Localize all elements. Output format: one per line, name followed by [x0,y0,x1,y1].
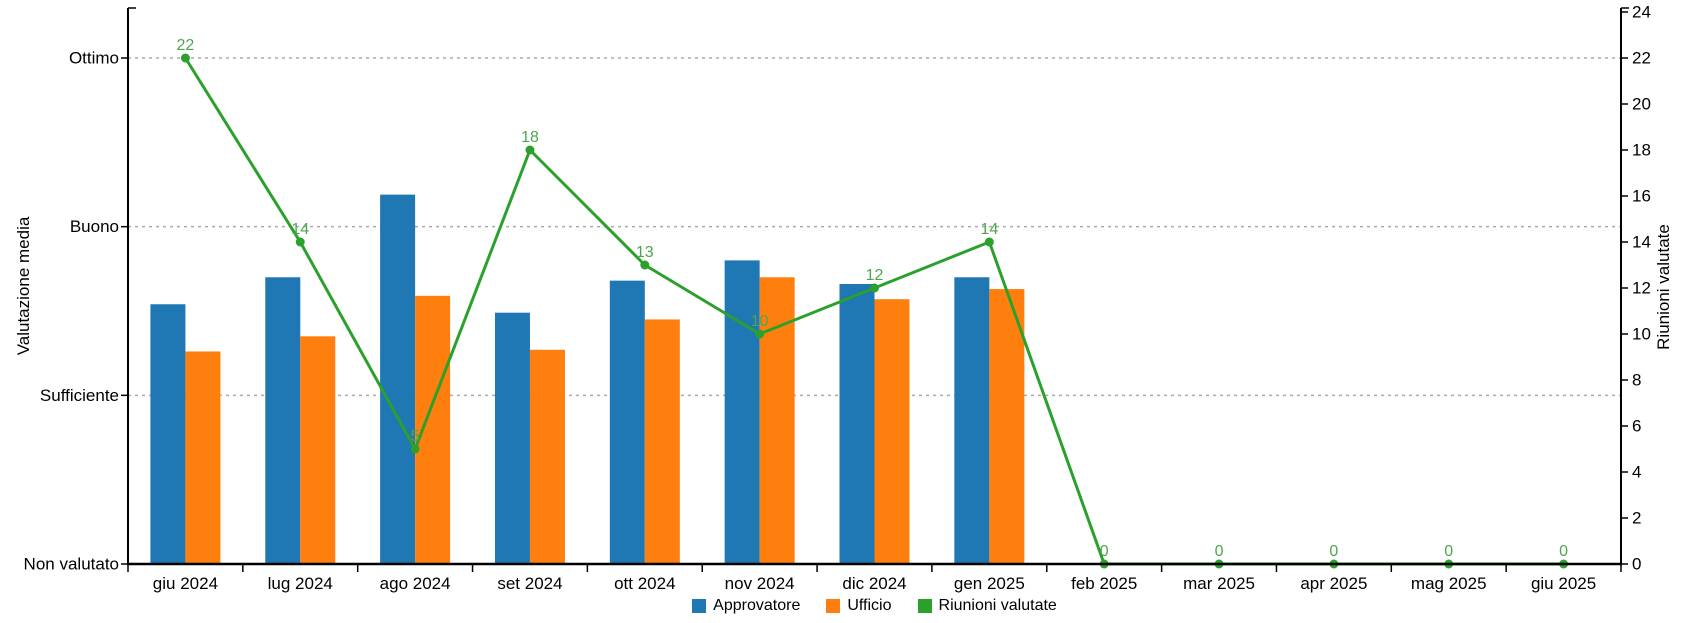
bar-approvatore [380,194,416,564]
x-tick-label: mar 2025 [1183,574,1255,593]
bar-approvatore [724,260,760,564]
right-axis-title: Riunioni valutate [1654,224,1673,350]
right-tick-label: 4 [1632,463,1641,482]
right-tick-label: 12 [1632,279,1651,298]
x-tick-label: lug 2024 [268,574,333,593]
x-tick-label: giu 2024 [153,574,218,593]
point-label: 0 [1444,543,1453,560]
x-tick-label: nov 2024 [725,574,795,593]
point-label: 18 [521,129,539,146]
line-point [984,237,994,247]
right-tick-label: 8 [1632,371,1641,390]
right-tick-label: 2 [1632,509,1641,528]
point-label: 5 [411,428,420,445]
line-point [640,260,650,270]
line-point [295,237,305,247]
bar-ufficio [989,289,1025,564]
x-tick-label: ott 2024 [614,574,675,593]
point-label: 0 [1215,543,1224,560]
left-tick-label: Non valutato [24,555,119,574]
bar-ufficio [529,349,565,564]
point-label: 12 [866,267,884,284]
right-tick-label: 22 [1632,49,1651,68]
legend-label: Riunioni valutate [938,597,1057,614]
right-tick-label: 18 [1632,141,1651,160]
bar-approvatore [839,284,875,564]
bar-ufficio [759,277,795,564]
bar-ufficio [185,351,221,564]
left-tick-label: Ottimo [69,49,119,68]
point-label: 0 [1100,543,1109,560]
right-tick-label: 10 [1632,325,1651,344]
line-point [870,283,879,293]
x-tick-label: feb 2025 [1071,574,1137,593]
bar-approvatore [494,312,530,564]
legend-swatch [692,599,707,613]
point-label: 13 [636,244,654,261]
right-tick-label: 14 [1632,233,1651,252]
bar-ufficio [644,319,680,564]
chart-legend: Approvatore Ufficio Riunioni valutate [128,597,1621,615]
point-label: 14 [980,221,998,238]
left-axis-title: Valutazione media [14,216,33,356]
right-tick-label: 0 [1632,555,1641,574]
point-label: 0 [1329,543,1338,560]
bar-approvatore [265,277,301,564]
bar-ufficio [874,299,910,564]
legend-item-approvatore: Approvatore [692,597,800,615]
legend-swatch [826,599,841,613]
left-tick-label: Buono [70,217,119,236]
bar-approvatore [609,280,645,564]
right-tick-label: 16 [1632,187,1651,206]
x-tick-label: set 2024 [497,574,562,593]
line-point [180,53,190,63]
legend-label: Ufficio [847,597,892,614]
x-tick-label: gen 2025 [954,574,1025,593]
left-tick-label: Sufficiente [40,386,119,405]
line-point [525,145,535,155]
bar-approvatore [150,304,186,564]
x-tick-label: giu 2025 [1531,574,1596,593]
legend-swatch [917,599,932,613]
right-tick-label: 20 [1632,95,1651,114]
line-point [755,329,765,339]
line-point [410,444,420,454]
x-tick-label: mag 2025 [1411,574,1487,593]
bar-ufficio [415,295,451,564]
legend-item-riunioni-valutate: Riunioni valutate [917,597,1057,615]
legend-item-ufficio: Ufficio [826,597,892,615]
bar-ufficio [300,336,336,564]
right-tick-label: 6 [1632,417,1641,436]
point-label: 0 [1559,543,1568,560]
point-label: 10 [751,313,769,330]
x-tick-label: ago 2024 [380,574,451,593]
legend-label: Approvatore [713,597,801,614]
bar-approvatore [954,277,990,564]
right-tick-label: 24 [1632,3,1651,22]
point-label: 22 [177,37,195,54]
x-tick-label: apr 2025 [1300,574,1367,593]
x-tick-label: dic 2024 [842,574,906,593]
point-label: 14 [291,221,309,238]
